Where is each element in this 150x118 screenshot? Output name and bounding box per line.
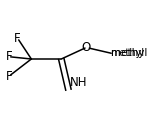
Text: F: F [6, 50, 12, 63]
Text: methyl: methyl [110, 48, 144, 58]
Text: O: O [82, 41, 91, 54]
Text: NH: NH [70, 76, 88, 89]
Text: F: F [14, 32, 21, 45]
Text: F: F [6, 70, 12, 83]
Text: methyl: methyl [111, 48, 148, 58]
